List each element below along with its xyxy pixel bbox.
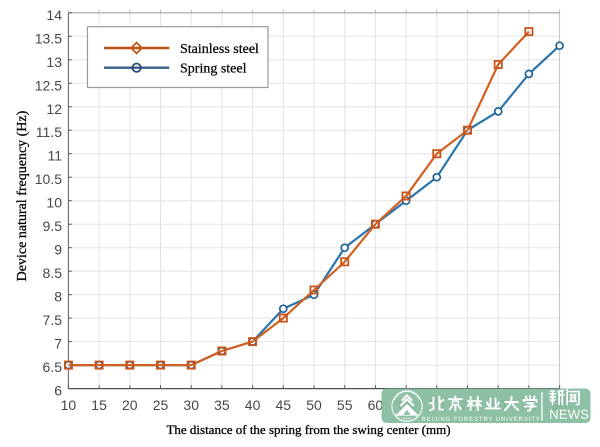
svg-text:6: 6	[54, 383, 62, 399]
svg-text:20: 20	[122, 397, 138, 413]
svg-text:13: 13	[46, 54, 62, 70]
svg-text:25: 25	[153, 397, 169, 413]
svg-text:Spring steel: Spring steel	[180, 62, 247, 77]
svg-text:10.5: 10.5	[35, 171, 62, 187]
svg-text:9: 9	[54, 242, 62, 258]
svg-text:10: 10	[46, 195, 62, 211]
svg-text:8.5: 8.5	[43, 265, 63, 281]
svg-text:35: 35	[214, 397, 230, 413]
svg-text:BEIJING FORESTRY UNIVERSITY: BEIJING FORESTRY UNIVERSITY	[422, 417, 541, 423]
svg-text:11.5: 11.5	[36, 124, 62, 140]
svg-text:55: 55	[337, 397, 353, 413]
svg-text:30: 30	[183, 397, 199, 413]
svg-text:45: 45	[276, 397, 292, 413]
svg-text:6.5: 6.5	[43, 359, 63, 375]
svg-text:60: 60	[368, 397, 384, 413]
svg-text:7.5: 7.5	[43, 312, 63, 328]
svg-text:14: 14	[46, 7, 62, 23]
svg-text:12: 12	[46, 101, 62, 117]
svg-text:7: 7	[54, 336, 62, 352]
svg-text:Device natural frequency (Hz): Device natural frequency (Hz)	[15, 110, 30, 281]
svg-text:50: 50	[306, 397, 322, 413]
svg-text:40: 40	[245, 397, 261, 413]
svg-text:The distance of the spring fro: The distance of the spring from the swin…	[166, 422, 450, 437]
svg-text:NEWS: NEWS	[549, 407, 589, 422]
svg-text:9.5: 9.5	[43, 218, 63, 234]
svg-text:11: 11	[47, 148, 62, 164]
svg-text:12.5: 12.5	[35, 77, 62, 93]
svg-text:15: 15	[91, 397, 107, 413]
svg-text:13.5: 13.5	[35, 30, 62, 46]
svg-text:8: 8	[54, 289, 62, 305]
svg-text:Stainless steel: Stainless steel	[180, 42, 259, 57]
svg-text:10: 10	[61, 397, 77, 413]
